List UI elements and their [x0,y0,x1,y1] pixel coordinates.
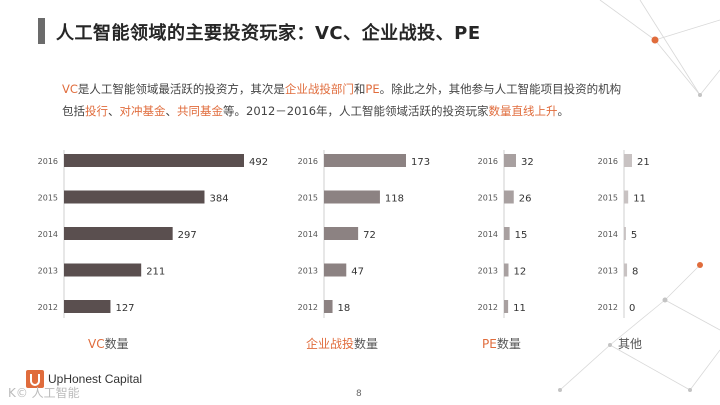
pe-label-accent: PE [482,337,497,351]
tick-label: 2013 [478,267,498,276]
bar [64,227,173,240]
bar [624,263,628,277]
bar [324,300,333,313]
other-chart-label: 其他 [618,335,642,352]
corp-label-rest: 数量 [354,337,379,351]
bar [624,190,629,204]
slide-title: 人工智能领域的主要投资玩家：VC、企业战投、PE [56,23,481,44]
intro-sep-2: 、 [165,104,178,118]
tick-label: 2014 [598,230,618,239]
intro-sep-1: 、 [108,104,120,118]
data-label: 12 [514,267,527,278]
corp-label-accent: 企业战投 [306,337,355,351]
tick-label: 2012 [598,303,618,312]
tick-label: 2012 [38,303,58,312]
bar [624,154,632,167]
bar [324,227,359,240]
tick-label: 2015 [298,194,318,203]
intro-ib: 投行 [85,104,108,118]
bar [504,300,509,313]
data-label: 492 [249,157,268,168]
intro-paragraph: VC是人工智能领域最活跃的投资方，其次是企业战投部门和PE。除此之外，其他参与人… [62,78,662,122]
tick-label: 2013 [38,267,58,276]
data-label: 118 [385,194,404,205]
tick-label: 2014 [38,230,58,239]
bar [504,190,514,204]
intro-text-1: 是人工智能领域最活跃的投资方，其次是 [77,82,285,96]
bar [64,190,205,204]
tick-label: 2013 [298,267,318,276]
tick-label: 2015 [598,194,618,203]
tick-label: 2013 [598,267,618,276]
title-accent-bar [38,18,45,44]
pe-chart-label: PE数量 [482,335,521,352]
intro-vc: VC [62,82,78,96]
tick-label: 2014 [298,230,318,239]
bar [324,154,406,167]
tick-label: 2016 [38,157,58,166]
intro-text-5: 等。2012－2016年，人工智能领域活跃的投资玩家 [223,104,489,118]
intro-text-2: 和 [353,82,366,96]
tick-label: 2012 [298,303,318,312]
pe-label-rest: 数量 [496,337,521,351]
data-label: 384 [209,194,228,205]
data-label: 11 [633,194,646,205]
bar [324,263,347,277]
data-label: 8 [632,267,638,278]
intro-rising: 数量直线上升 [488,104,558,118]
data-label: 211 [146,267,165,278]
tick-label: 2016 [598,157,618,166]
page-number: 8 [356,389,362,399]
bar [504,263,509,277]
brand-logo-icon [26,370,44,388]
other-label: 其他 [618,337,643,351]
intro-hedge: 对冲基金 [119,104,166,118]
bar [324,190,380,204]
data-label: 18 [338,303,351,314]
bar [624,227,626,240]
pe-bar-chart: 2016 32 2015 26 2014 15 2013 12 2012 11 [478,150,534,318]
bar [504,154,516,167]
tick-label: 2016 [478,157,498,166]
data-label: 21 [637,157,650,168]
tick-label: 2014 [478,230,498,239]
other-bar-chart: 2016 21 2015 11 2014 5 2013 8 2012 0 [598,150,650,318]
intro-pe: PE [365,82,380,96]
bar [504,227,510,240]
bar [64,263,142,277]
vc-chart-label: VC数量 [88,335,129,352]
intro-mutual: 共同基金 [177,104,223,118]
data-label: 26 [519,194,532,205]
data-label: 0 [629,303,635,314]
tick-label: 2012 [478,303,498,312]
intro-text-3: 。除此之外，其他参与人工智能项目投资的机构 [379,82,622,96]
data-label: 72 [363,230,376,241]
bar [64,300,111,313]
data-label: 32 [521,157,534,168]
data-label: 47 [351,267,364,278]
data-label: 11 [513,303,526,314]
intro-corp: 企业战投部门 [284,82,354,96]
data-label: 297 [178,230,197,241]
data-label: 15 [515,230,528,241]
corp-chart-label: 企业战投数量 [306,335,378,352]
intro-text-6: 。 [557,104,570,118]
tick-label: 2016 [298,157,318,166]
tick-label: 2015 [38,194,58,203]
data-label: 127 [115,303,134,314]
vc-bar-chart: 2016 492 2015 384 2014 297 2013 211 2012 127 [38,150,268,318]
vc-label-rest: 数量 [104,337,129,351]
watermark: K© 人工智能 [8,386,80,400]
corp-bar-chart: 2016 173 2015 118 2014 72 2013 47 2012 18 [298,150,430,318]
intro-text-4: 包括 [62,104,85,118]
brand-name: UpHonest Capital [48,372,143,386]
tick-label: 2015 [478,194,498,203]
data-label: 5 [631,230,637,241]
bar [64,154,244,167]
vc-label-accent: VC [88,337,105,351]
data-label: 173 [411,157,430,168]
